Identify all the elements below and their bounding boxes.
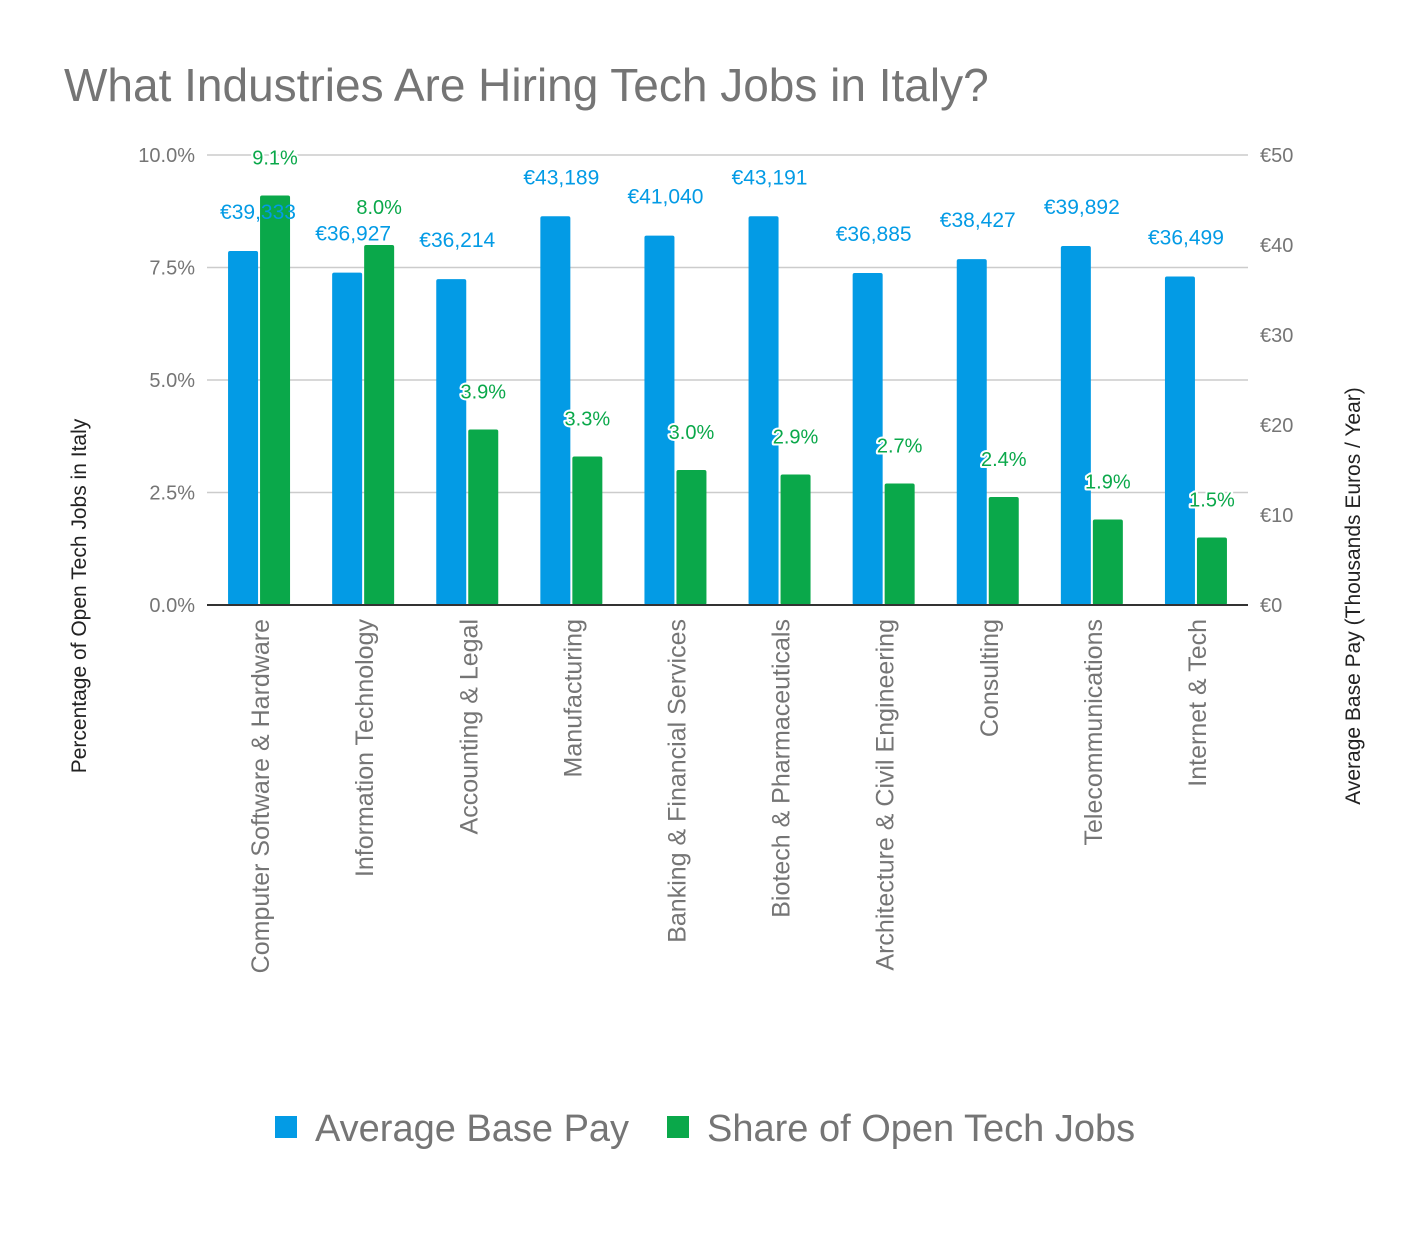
- bar-average-base-pay: [1060, 245, 1091, 606]
- pay-data-label: €36,214: [419, 229, 495, 252]
- pay-data-label: €39,333: [220, 201, 296, 224]
- x-tick-label: Accounting & Legal: [455, 619, 483, 834]
- x-tick-label: Banking & Financial Services: [663, 619, 691, 943]
- x-tick-label: Manufacturing: [559, 619, 587, 777]
- pay-data-label: €38,427: [940, 209, 1016, 232]
- bar-share-of-open-tech-jobs: [260, 195, 291, 605]
- share-data-label: 9.1%: [252, 148, 298, 170]
- bar-share-of-open-tech-jobs: [988, 497, 1019, 605]
- bar-share-of-open-tech-jobs: [884, 483, 915, 605]
- bar-average-base-pay: [956, 259, 987, 605]
- y-left-tick-label: 2.5%: [149, 483, 195, 505]
- bar-average-base-pay: [540, 216, 571, 605]
- bar-share-of-open-tech-jobs: [468, 429, 499, 605]
- pay-data-label: €43,189: [523, 166, 599, 189]
- bar-share-of-open-tech-jobs: [780, 474, 811, 605]
- pay-data-label: €36,927: [315, 223, 391, 246]
- legend-swatch-pay: [275, 1116, 297, 1138]
- y-right-tick-label: €20: [1260, 415, 1293, 437]
- share-data-label: 2.4%: [981, 449, 1027, 471]
- legend-label-pay: Average Base Pay: [315, 1108, 629, 1150]
- bars: [228, 195, 1227, 606]
- pay-data-label: €36,499: [1148, 227, 1224, 250]
- data-labels: €39,333 9.1% €36,927 8.0% €36,214 3.9% €43,189…: [220, 146, 1237, 514]
- x-tick-label: Consulting: [976, 619, 1004, 737]
- x-tick-label: Biotech & Pharmaceuticals: [768, 619, 796, 918]
- bar-average-base-pay: [852, 273, 883, 605]
- legend-swatch-share: [667, 1116, 689, 1138]
- share-data-label: 1.5%: [1189, 490, 1235, 512]
- y-left-tick-label: 0.0%: [149, 595, 195, 617]
- bar-share-of-open-tech-jobs: [676, 470, 707, 605]
- bar-average-base-pay: [1164, 276, 1195, 605]
- x-tick-label: Information Technology: [351, 619, 379, 878]
- x-tick-label: Telecommunications: [1080, 619, 1108, 846]
- axes: 0.0% 2.5% 5.0% 7.5% 10.0% €0 €10 €20 €30 €40 €50 Co…: [138, 145, 1293, 973]
- y-left-axis-title: Percentage of Open Tech Jobs in Italy: [68, 418, 91, 773]
- share-data-label: 2.9%: [773, 427, 819, 449]
- bar-average-base-pay: [748, 216, 779, 605]
- share-data-label: 3.3%: [565, 409, 611, 431]
- bar-average-base-pay: [436, 279, 467, 605]
- bar-share-of-open-tech-jobs: [364, 245, 395, 605]
- bar-average-base-pay: [228, 251, 259, 606]
- share-data-label: 8.0%: [356, 197, 402, 219]
- legend-label-share: Share of Open Tech Jobs: [707, 1108, 1135, 1150]
- share-data-label: 1.9%: [1085, 472, 1131, 494]
- bar-share-of-open-tech-jobs: [572, 456, 603, 605]
- y-right-tick-label: €0: [1260, 595, 1282, 617]
- y-left-tick-label: 10.0%: [138, 145, 195, 167]
- bar-share-of-open-tech-jobs: [1092, 519, 1123, 605]
- pay-data-label: €43,191: [732, 166, 808, 189]
- x-tick-label: Internet & Tech: [1184, 619, 1212, 787]
- y-right-tick-label: €10: [1260, 505, 1293, 527]
- pay-data-label: €39,892: [1044, 196, 1120, 219]
- share-data-label: 3.0%: [669, 422, 715, 444]
- pay-data-label: €36,885: [836, 223, 912, 246]
- bar-average-base-pay: [332, 272, 363, 605]
- bar-share-of-open-tech-jobs: [1196, 537, 1227, 605]
- pay-data-label: €41,040: [627, 186, 703, 209]
- legend: Average Base Pay Share of Open Tech Jobs: [275, 1108, 1135, 1150]
- y-right-tick-label: €30: [1260, 325, 1293, 347]
- y-right-axis-title: Average Base Pay (Thousands Euros / Year…: [1342, 387, 1365, 805]
- x-tick-label: Computer Software & Hardware: [247, 619, 275, 973]
- y-left-tick-label: 5.0%: [149, 370, 195, 392]
- y-left-tick-label: 7.5%: [149, 258, 195, 280]
- chart-title: What Industries Are Hiring Tech Jobs in …: [64, 59, 989, 111]
- share-data-label: 2.7%: [877, 436, 923, 458]
- bar-average-base-pay: [644, 235, 675, 605]
- x-tick-label: Architecture & Civil Engineering: [872, 619, 900, 971]
- share-data-label: 3.9%: [460, 382, 506, 404]
- y-right-tick-label: €50: [1260, 145, 1293, 167]
- y-right-tick-label: €40: [1260, 235, 1293, 257]
